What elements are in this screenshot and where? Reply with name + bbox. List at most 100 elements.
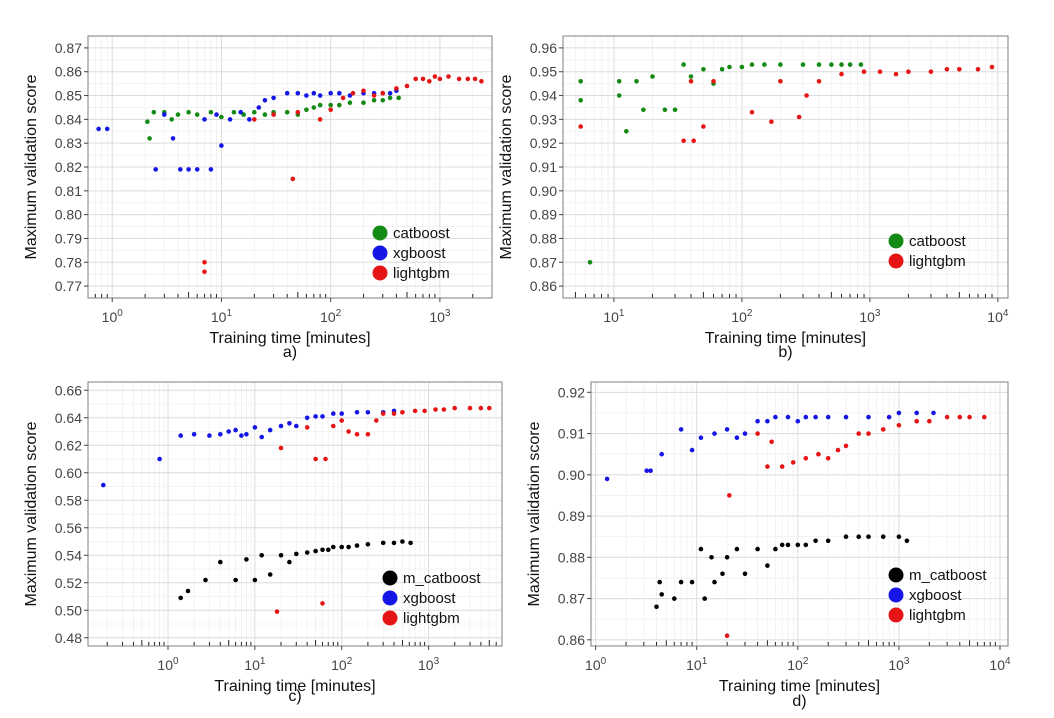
data-point [252,425,258,430]
legend-marker [382,570,398,586]
series-m_catboost [654,534,910,610]
y-tick-label: 0.94 [530,88,557,104]
y-tick-label: 0.78 [55,254,82,270]
data-point [839,62,844,67]
data-point [880,534,886,539]
data-point [218,559,223,565]
data-point [681,62,686,67]
y-tick-label: 0.84 [55,111,82,127]
data-point [742,431,748,436]
x-tick-label: 100 [585,656,607,673]
data-point [422,408,427,414]
data-point [226,429,231,434]
data-point [813,414,818,420]
data-point [578,124,583,129]
series-m_catboost [178,539,413,601]
data-point [323,456,328,462]
data-point [847,62,853,67]
data-point [244,557,249,562]
data-point [896,423,902,428]
y-axis-title: Maximum validation score [498,74,515,259]
data-point [337,102,342,108]
data-point [328,90,334,96]
data-point [287,559,292,565]
data-point [304,415,310,421]
legend-marker [372,225,388,241]
data-point [371,93,377,98]
data-point [755,431,760,436]
data-point [218,432,223,437]
data-point [944,414,950,420]
data-point [361,88,366,94]
data-point [317,117,323,122]
y-axis-title: Maximum validation score [23,74,40,259]
data-point [672,596,677,601]
data-point [214,112,219,117]
data-point [339,418,345,423]
x-tick-label: 102 [320,308,342,325]
data-point [145,119,150,124]
plot-frame [87,381,503,647]
data-point [914,418,919,424]
data-point [365,542,371,547]
data-point [346,544,351,550]
data-point [465,76,471,82]
data-point [452,405,458,411]
chart-panel-4: 0.86 0.87 0.88 0.89 0.90 0.91 0.92 100 101 102 103… [526,381,1011,710]
data-point [739,64,745,70]
data-point [391,411,397,416]
y-tick-label: 0.86 [55,64,82,80]
data-point [711,79,716,84]
legend-label: lightgbm [909,253,966,270]
data-point [284,90,290,96]
y-tick-label: 0.92 [530,135,557,151]
series-xgboost [604,410,936,482]
data-point [294,551,299,557]
data-point [262,98,268,103]
data-point [650,74,655,79]
x-tick-label: 102 [731,308,753,325]
data-point [311,105,317,110]
y-tick-label: 0.87 [530,254,557,270]
data-point [709,555,714,560]
data-point [816,79,822,84]
x-axis-title: Training time [minutes] [209,330,370,347]
data-point [284,109,290,115]
data-point [765,563,770,568]
x-axis-title: Training time [minutes] [705,330,866,347]
data-point [162,112,167,117]
data-point [478,405,484,411]
x-axis-title: Training time [minutes] [214,678,375,695]
data-point [698,435,704,441]
data-point [587,260,593,265]
data-point [825,414,831,420]
data-point [839,71,844,77]
data-point [779,542,785,548]
data-point [339,544,345,550]
data-point [178,433,183,438]
data-point [271,112,276,117]
data-point [331,423,336,429]
data-point [928,69,934,74]
data-point [604,476,610,482]
legend-marker [888,587,904,603]
data-point [340,95,346,101]
legend-marker [382,590,398,606]
data-point [278,445,284,451]
data-point [724,633,730,638]
data-point [391,540,397,546]
data-point [304,93,309,98]
data-point [267,572,273,577]
panel-caption: b) [778,344,792,361]
data-point [354,410,360,415]
data-point [769,439,774,445]
y-tick-label: 0.52 [55,575,82,591]
data-point [420,76,426,82]
data-point [727,64,732,70]
data-point [734,546,740,552]
data-point [400,539,405,544]
y-tick-label: 0.93 [530,111,557,127]
data-point [914,410,919,416]
data-point [203,577,208,583]
data-point [701,67,706,72]
